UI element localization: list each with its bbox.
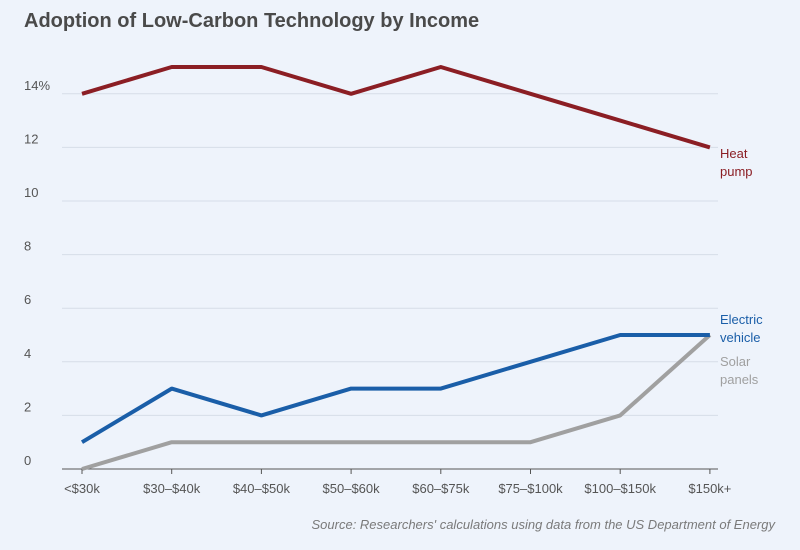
y-tick-label: 8 (24, 239, 31, 254)
y-tick-label: 4 (24, 346, 31, 361)
series-label: vehicle (720, 330, 760, 345)
series-label: pump (720, 164, 753, 179)
series-label: Electric (720, 312, 763, 327)
y-tick-label: 2 (24, 399, 31, 414)
x-tick-label: $100–$150k (584, 481, 656, 496)
x-tick-label: $50–$60k (323, 481, 381, 496)
chart-title: Adoption of Low-Carbon Technology by Inc… (24, 10, 480, 32)
series-label: panels (720, 372, 759, 387)
series-label: Solar (720, 354, 751, 369)
x-tick-label: $30–$40k (143, 481, 201, 496)
series-line-electric-vehicle (80, 333, 710, 444)
series-labels: Heat pump Electric vehicle Solar panels (720, 146, 763, 387)
x-tick-label: $150k+ (688, 481, 731, 496)
x-tick-label: $75–$100k (498, 481, 563, 496)
x-tick-label: $60–$75k (412, 481, 470, 496)
series-line-heat-pump (81, 65, 711, 150)
y-tick-label: 12 (24, 131, 38, 146)
gridlines (62, 93, 718, 416)
y-tick-label: 14% (24, 78, 50, 93)
x-axis: <$30k $30–$40k $40–$50k $50–$60k $60–$75k $75… (62, 468, 731, 496)
series-label: Heat (720, 146, 748, 161)
series-lines (80, 65, 712, 471)
y-tick-label: 0 (24, 453, 31, 468)
source-note: Source: Researchers' calculations using … (311, 517, 776, 532)
y-tick-label: 6 (24, 292, 31, 307)
x-tick-label: <$30k (64, 481, 100, 496)
y-tick-label: 10 (24, 185, 38, 200)
y-axis-ticks: 0 2 4 6 8 10 12 14% (24, 78, 50, 468)
x-tick-label: $40–$50k (233, 481, 291, 496)
series-line-solar-panels (81, 333, 712, 471)
